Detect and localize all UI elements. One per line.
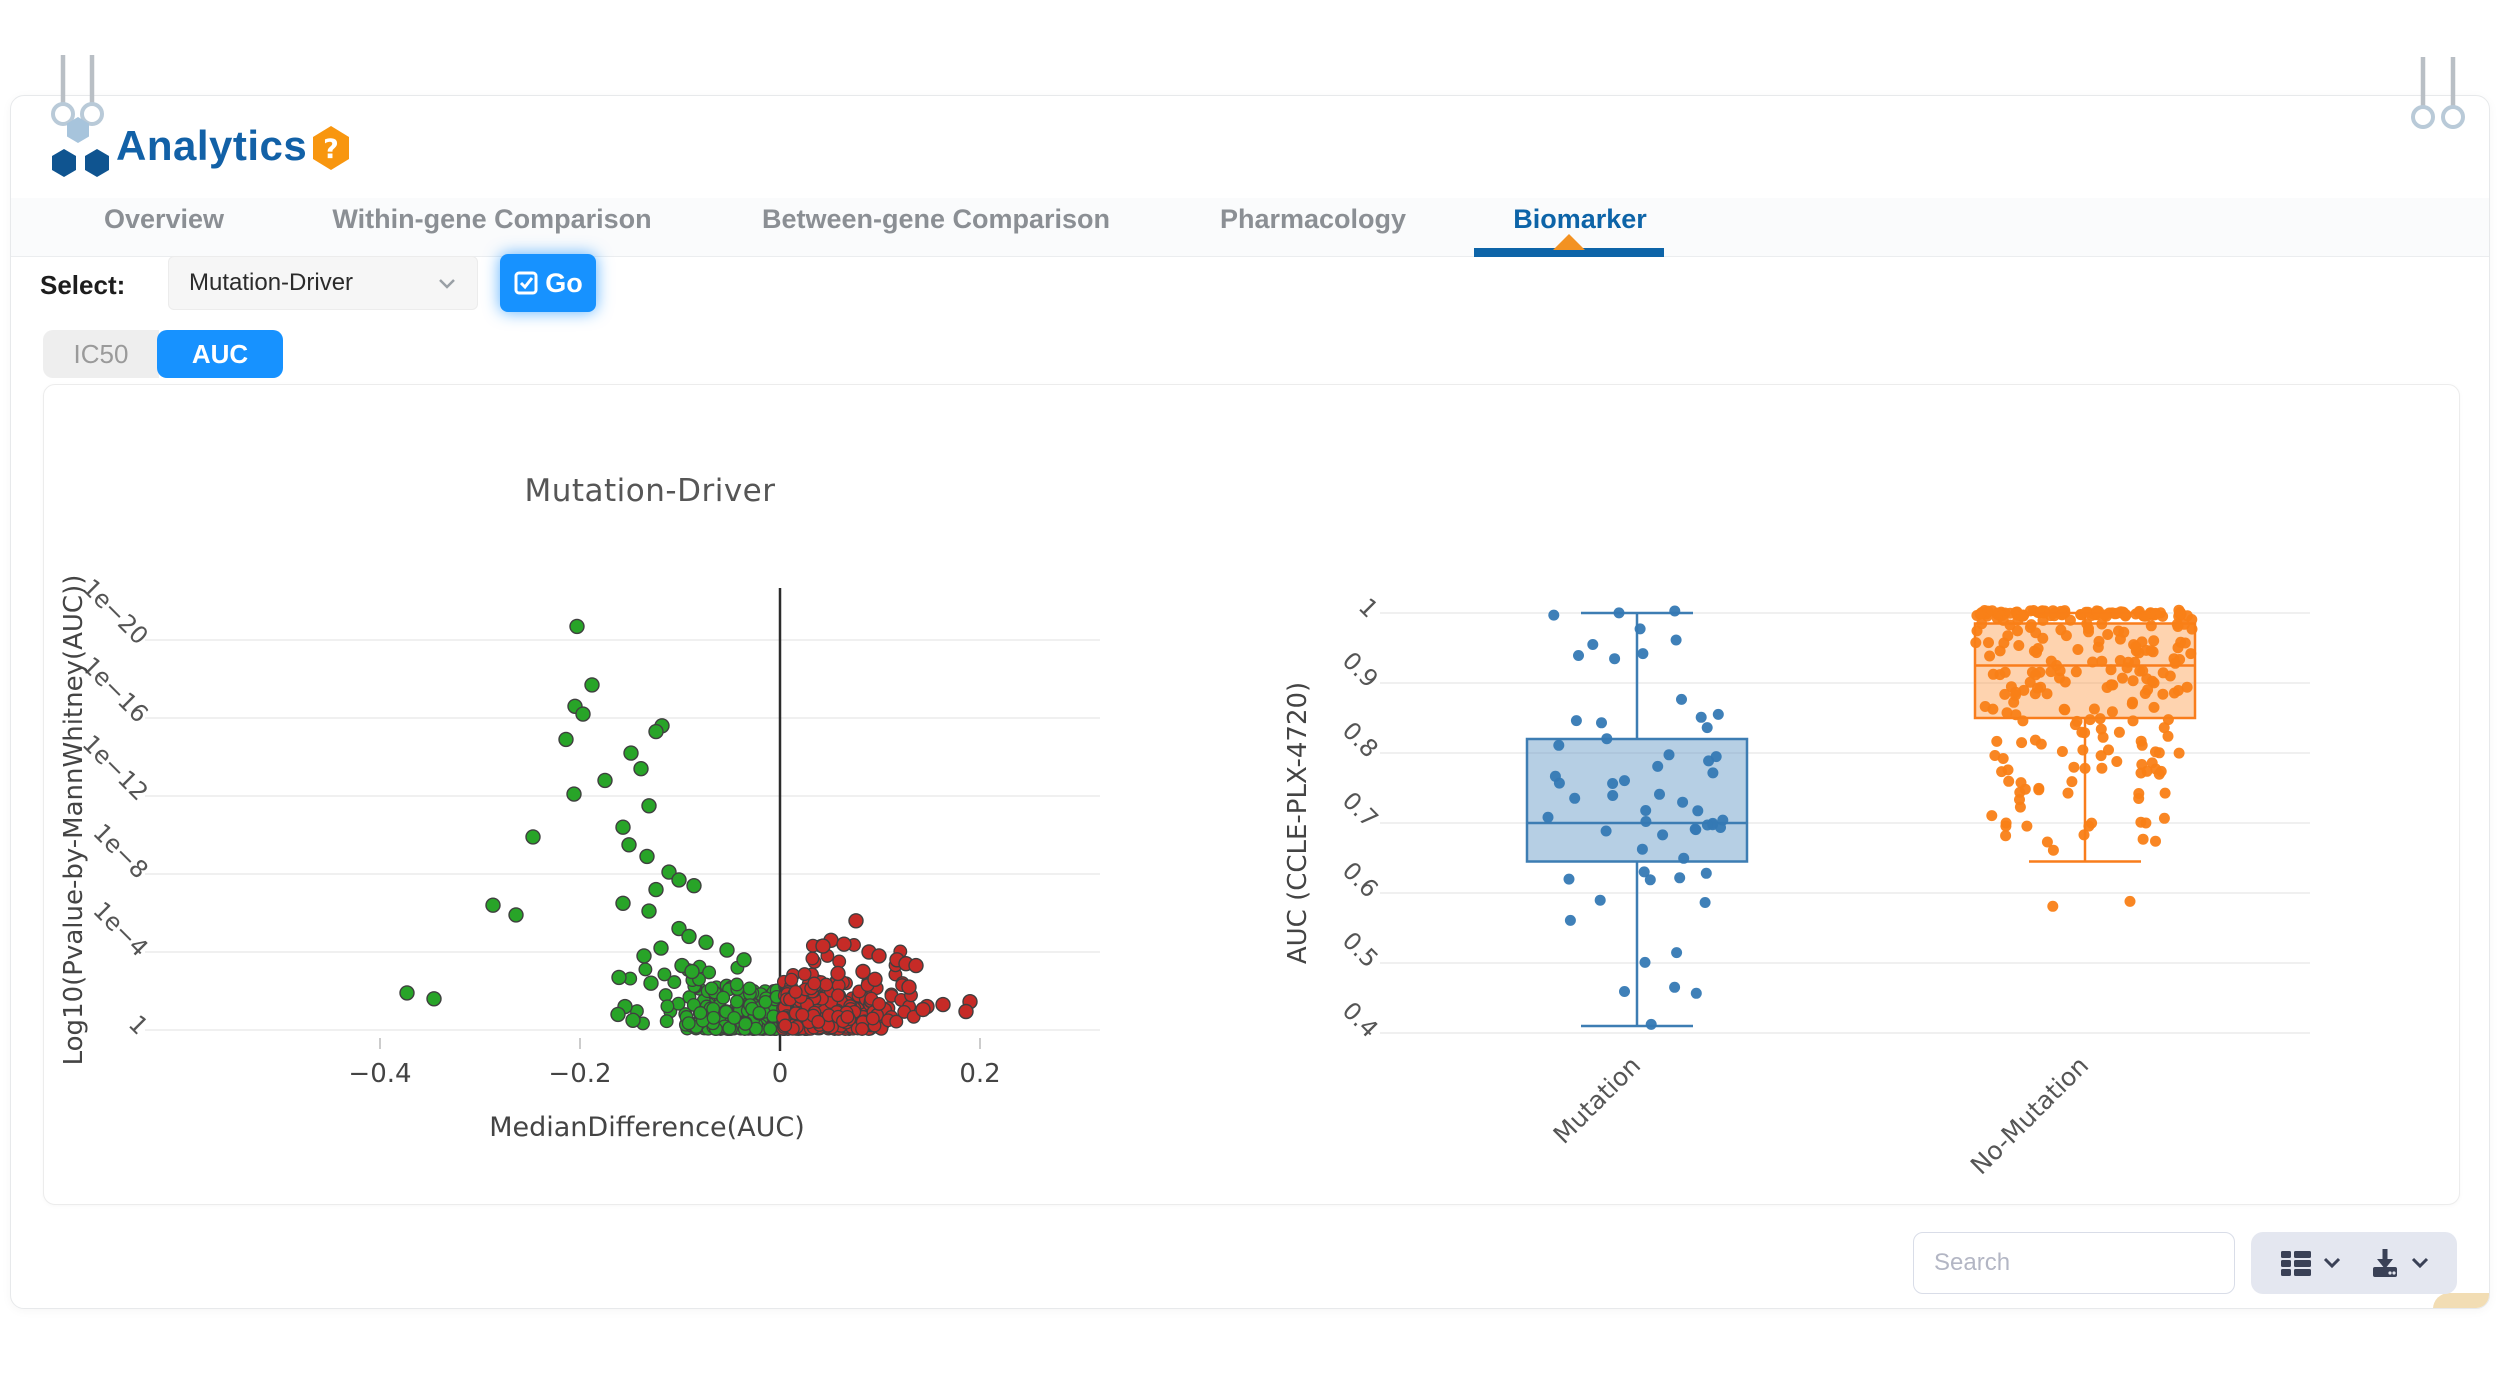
- select-label: Select:: [40, 270, 126, 300]
- table-actions-group: [2251, 1232, 2457, 1294]
- check-square-icon: [514, 271, 538, 295]
- svg-text:0.2: 0.2: [959, 1059, 1000, 1089]
- toggle-ic50[interactable]: IC50: [43, 330, 159, 378]
- dropdown-value: Mutation-Driver: [189, 269, 354, 296]
- hanging-rings-left-icon: [51, 55, 104, 126]
- box-mutation: [1525, 605, 1749, 1030]
- tab-pharmacology[interactable]: Pharmacology: [1219, 204, 1407, 234]
- svg-text:0.8: 0.8: [1337, 716, 1384, 763]
- svg-text:0: 0: [772, 1059, 789, 1089]
- biomarker-dropdown[interactable]: Mutation-Driver: [168, 256, 478, 310]
- search-input[interactable]: [1913, 1232, 2235, 1294]
- svg-text:−0.2: −0.2: [548, 1059, 611, 1089]
- svg-text:0.6: 0.6: [1337, 856, 1384, 903]
- svg-text:1e−8: 1e−8: [87, 818, 153, 884]
- svg-text:0.9: 0.9: [1337, 646, 1384, 693]
- svg-text:1: 1: [123, 1010, 154, 1041]
- go-button[interactable]: Go: [500, 254, 596, 312]
- active-tab-underline: [1474, 248, 1664, 257]
- svg-text:0.4: 0.4: [1337, 996, 1384, 1043]
- active-tab-caret-icon: [1553, 234, 1585, 250]
- box-plot[interactable]: 1 0.9 0.8 0.7 0.6 0.5 0.4 AUC (CCLE-PLX-4720) Mu…: [1280, 550, 2450, 1205]
- chevron-down-icon: [2323, 1257, 2341, 1269]
- svg-text:0.5: 0.5: [1337, 926, 1384, 973]
- svg-text:MedianDifference(AUC): MedianDifference(AUC): [489, 1112, 805, 1143]
- volcano-plot[interactable]: 1e−20 1e−16 1e−12 1e−8 1e−4 1 −0.4 −0.2 0 0.2 Medi…: [59, 550, 1120, 1187]
- chevron-down-icon: [2411, 1257, 2429, 1269]
- page-title: Analytics: [116, 122, 308, 169]
- svg-text:1e−4: 1e−4: [87, 896, 153, 962]
- tab-biomarker[interactable]: Biomarker: [1513, 204, 1647, 234]
- table-view-icon: [2281, 1251, 2311, 1276]
- svg-text:Mutation: Mutation: [1548, 1051, 1647, 1150]
- hanging-rings-right-icon: [2411, 57, 2465, 129]
- chart-panel: [43, 384, 2460, 1205]
- go-button-label: Go: [545, 267, 583, 298]
- tab-between-gene-comparison[interactable]: Between-gene Comparison: [761, 204, 1111, 234]
- download-button[interactable]: [2369, 1247, 2429, 1279]
- volcano-points: [399, 618, 978, 1036]
- svg-text:1: 1: [1353, 593, 1384, 624]
- table-view-button[interactable]: [2279, 1248, 2341, 1278]
- svg-text:AUC (CCLE-PLX-4720): AUC (CCLE-PLX-4720): [1283, 682, 1313, 964]
- svg-text:?: ?: [323, 134, 339, 165]
- tab-overview[interactable]: Overview: [103, 204, 225, 234]
- volcano-chart-title: Mutation-Driver: [524, 473, 776, 509]
- svg-text:No-Mutation: No-Mutation: [1965, 1051, 2094, 1180]
- download-icon: [2373, 1249, 2397, 1277]
- svg-text:0.7: 0.7: [1337, 786, 1384, 833]
- svg-text:Log10(Pvalue-by-MannWhitney(AU: Log10(Pvalue-by-MannWhitney(AUC)): [60, 575, 89, 1066]
- toggle-auc[interactable]: AUC: [157, 330, 283, 378]
- tab-within-gene-comparison[interactable]: Within-gene Comparison: [332, 204, 652, 234]
- box-no-mutation: [1970, 604, 2198, 912]
- chevron-down-icon: [439, 279, 455, 289]
- svg-text:−0.4: −0.4: [348, 1059, 411, 1089]
- help-icon[interactable]: ?: [308, 124, 354, 172]
- hexagon-logo-icon: [52, 117, 109, 177]
- tab-bar: Overview Within-gene Comparison Between-ge…: [11, 198, 2489, 257]
- tan-peek-element: [2433, 1293, 2489, 1308]
